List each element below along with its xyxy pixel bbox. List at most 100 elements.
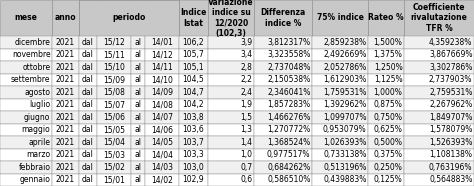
- Text: 1,250%: 1,250%: [374, 63, 402, 72]
- Text: 4,359238%: 4,359238%: [429, 38, 473, 47]
- Bar: [312, 61, 368, 73]
- Bar: [52, 99, 79, 111]
- Text: 1,368524%: 1,368524%: [267, 138, 310, 147]
- Bar: [97, 174, 131, 186]
- Text: 3,302786%: 3,302786%: [429, 63, 473, 72]
- Text: dal: dal: [82, 88, 94, 97]
- Bar: [0, 99, 52, 111]
- Bar: [52, 61, 79, 73]
- Text: 14/07: 14/07: [151, 113, 173, 122]
- Bar: [312, 161, 368, 174]
- Bar: [0, 49, 52, 61]
- Bar: [179, 36, 208, 49]
- Text: 14/03: 14/03: [151, 163, 173, 172]
- Text: gennaio: gennaio: [19, 175, 51, 184]
- Bar: [179, 86, 208, 99]
- Text: Variazione
indice su
12/2020
(102,3): Variazione indice su 12/2020 (102,3): [208, 0, 254, 38]
- Bar: [145, 99, 179, 111]
- Bar: [131, 49, 145, 61]
- Bar: [368, 36, 404, 49]
- Text: 14/11: 14/11: [151, 63, 173, 72]
- Bar: [97, 161, 131, 174]
- Text: dal: dal: [82, 125, 94, 134]
- Text: settembre: settembre: [11, 75, 51, 84]
- Text: 105,7: 105,7: [182, 50, 204, 59]
- Text: 0,500%: 0,500%: [374, 138, 402, 147]
- Bar: [254, 73, 312, 86]
- Text: 0,625%: 0,625%: [374, 125, 402, 134]
- Bar: [312, 136, 368, 148]
- Bar: [254, 161, 312, 174]
- Text: 0,684262%: 0,684262%: [267, 163, 310, 172]
- Text: 105,1: 105,1: [182, 63, 204, 72]
- Bar: [131, 0, 145, 36]
- Bar: [0, 174, 52, 186]
- Bar: [208, 86, 254, 99]
- Bar: [0, 86, 52, 99]
- Bar: [52, 148, 79, 161]
- Text: 0,250%: 0,250%: [374, 163, 402, 172]
- Bar: [312, 86, 368, 99]
- Text: 15/10: 15/10: [103, 63, 125, 72]
- Bar: [179, 61, 208, 73]
- Bar: [179, 111, 208, 124]
- Bar: [131, 148, 145, 161]
- Text: 0,439883%: 0,439883%: [323, 175, 366, 184]
- Bar: [131, 161, 145, 174]
- Bar: [79, 174, 97, 186]
- Bar: [79, 36, 97, 49]
- Text: 15/08: 15/08: [103, 88, 125, 97]
- Bar: [97, 49, 131, 61]
- Bar: [0, 124, 52, 136]
- Text: 14/04: 14/04: [151, 150, 173, 159]
- Bar: [208, 148, 254, 161]
- Bar: [312, 99, 368, 111]
- Text: dal: dal: [82, 100, 94, 109]
- Bar: [312, 148, 368, 161]
- Text: 1,612903%: 1,612903%: [323, 75, 366, 84]
- Text: al: al: [135, 113, 142, 122]
- Bar: [179, 174, 208, 186]
- Text: 103,6: 103,6: [182, 125, 204, 134]
- Text: 1,466276%: 1,466276%: [267, 113, 310, 122]
- Bar: [179, 0, 208, 36]
- Bar: [368, 61, 404, 73]
- Bar: [79, 86, 97, 99]
- Text: 1,0: 1,0: [240, 150, 253, 159]
- Bar: [208, 73, 254, 86]
- Bar: [368, 0, 404, 36]
- Text: 0,7: 0,7: [240, 163, 253, 172]
- Text: 14/12: 14/12: [151, 50, 173, 59]
- Text: 2,4: 2,4: [240, 88, 253, 97]
- Bar: [208, 136, 254, 148]
- Bar: [368, 148, 404, 161]
- Text: 2021: 2021: [56, 125, 75, 134]
- Bar: [97, 0, 131, 36]
- Bar: [131, 111, 145, 124]
- Bar: [145, 73, 179, 86]
- Text: 2021: 2021: [56, 50, 75, 59]
- Bar: [52, 174, 79, 186]
- Bar: [254, 0, 312, 36]
- Bar: [52, 111, 79, 124]
- Text: al: al: [135, 163, 142, 172]
- Bar: [254, 86, 312, 99]
- Text: 3,812317%: 3,812317%: [267, 38, 310, 47]
- Text: 1,026393%: 1,026393%: [323, 138, 366, 147]
- Bar: [0, 0, 52, 36]
- Bar: [79, 0, 179, 36]
- Bar: [368, 136, 404, 148]
- Bar: [145, 36, 179, 49]
- Text: periodo: periodo: [112, 14, 146, 23]
- Bar: [368, 99, 404, 111]
- Bar: [97, 124, 131, 136]
- Text: anno: anno: [55, 14, 76, 23]
- Text: 1,849707%: 1,849707%: [429, 113, 473, 122]
- Bar: [79, 0, 97, 36]
- Bar: [254, 124, 312, 136]
- Text: al: al: [135, 75, 142, 84]
- Bar: [404, 73, 474, 86]
- Text: 1,526393%: 1,526393%: [429, 138, 473, 147]
- Text: 0,977517%: 0,977517%: [267, 150, 310, 159]
- Bar: [131, 73, 145, 86]
